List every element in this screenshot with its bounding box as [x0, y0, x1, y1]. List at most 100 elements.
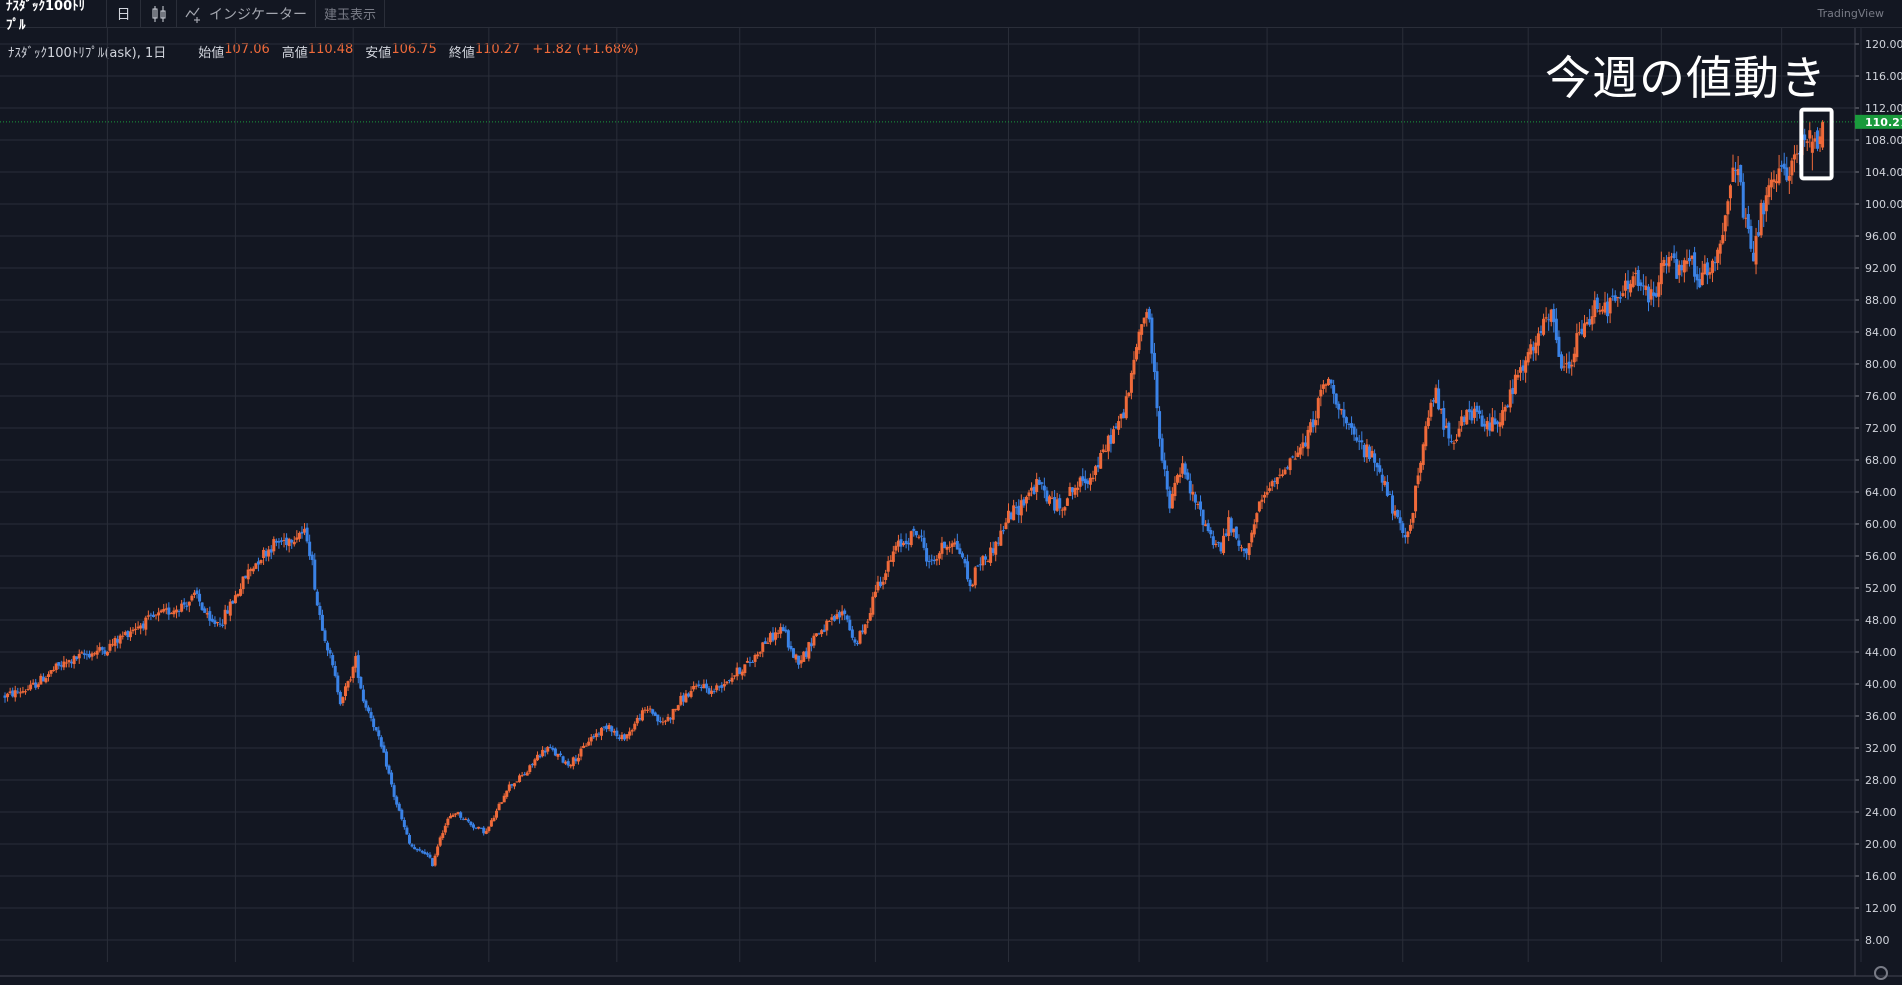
candle-body[interactable]: [530, 764, 534, 766]
candle-body[interactable]: [72, 656, 76, 665]
candle-body[interactable]: [1680, 265, 1684, 271]
candle-body[interactable]: [1662, 259, 1666, 267]
candle-body[interactable]: [1695, 274, 1699, 281]
candle-body[interactable]: [781, 627, 785, 632]
candle-body[interactable]: [1508, 389, 1512, 408]
candle-body[interactable]: [1088, 477, 1092, 485]
candle-body[interactable]: [884, 573, 888, 581]
candle-body[interactable]: [39, 675, 43, 685]
candle-body[interactable]: [674, 708, 678, 710]
candle-body[interactable]: [1821, 121, 1825, 148]
candle-body[interactable]: [402, 819, 406, 828]
candle-body[interactable]: [1485, 421, 1489, 430]
candle-body[interactable]: [553, 748, 557, 756]
candle-body[interactable]: [497, 803, 501, 811]
candle-body[interactable]: [1009, 512, 1013, 520]
candle-body[interactable]: [1178, 474, 1182, 478]
candle-body[interactable]: [1552, 308, 1556, 323]
candle-body[interactable]: [1534, 342, 1538, 354]
candle-body[interactable]: [1078, 477, 1082, 487]
candle-body[interactable]: [249, 569, 253, 571]
candle-body[interactable]: [1672, 253, 1676, 259]
candle-body[interactable]: [151, 614, 155, 618]
candle-body[interactable]: [1401, 523, 1405, 533]
candle-body[interactable]: [623, 734, 627, 740]
candle-body[interactable]: [612, 730, 616, 733]
candle-body[interactable]: [717, 686, 721, 688]
candle-body[interactable]: [369, 712, 373, 719]
candle-body[interactable]: [139, 625, 143, 629]
candle-body[interactable]: [1280, 474, 1284, 476]
candle-body[interactable]: [1022, 499, 1026, 506]
candle-body[interactable]: [605, 725, 609, 730]
candle-body[interactable]: [1201, 509, 1205, 526]
candle-body[interactable]: [1329, 379, 1333, 384]
candle-body[interactable]: [1419, 462, 1423, 473]
candle-body[interactable]: [1762, 202, 1766, 215]
candle-body[interactable]: [262, 549, 266, 558]
candle-body[interactable]: [1140, 324, 1144, 335]
candle-body[interactable]: [896, 540, 900, 547]
candle-body[interactable]: [666, 716, 670, 721]
candle-body[interactable]: [543, 750, 547, 753]
candle-body[interactable]: [907, 542, 911, 545]
candle-body[interactable]: [1042, 485, 1046, 491]
candle-body[interactable]: [725, 681, 729, 684]
candle-body[interactable]: [1544, 317, 1548, 319]
candle-body[interactable]: [180, 603, 184, 612]
candle-body[interactable]: [1050, 497, 1054, 499]
candle-body[interactable]: [277, 541, 281, 543]
candle-body[interactable]: [425, 853, 429, 855]
candle-body[interactable]: [451, 814, 455, 817]
candle-body[interactable]: [300, 531, 304, 534]
candle-body[interactable]: [175, 609, 179, 613]
candle-body[interactable]: [751, 661, 755, 663]
candle-body[interactable]: [1764, 195, 1768, 212]
candle-body[interactable]: [1542, 318, 1546, 335]
candle-body[interactable]: [909, 531, 913, 546]
candle-body[interactable]: [436, 846, 440, 856]
candle-body[interactable]: [684, 693, 688, 703]
candle-body[interactable]: [597, 733, 601, 735]
candle-body[interactable]: [1367, 446, 1371, 459]
candle-body[interactable]: [1606, 301, 1610, 317]
candle-body[interactable]: [466, 819, 470, 822]
candle-body[interactable]: [1736, 168, 1740, 176]
candle-body[interactable]: [1741, 181, 1745, 218]
candle-body[interactable]: [1421, 444, 1425, 465]
candle-body[interactable]: [523, 773, 527, 775]
candle-body[interactable]: [410, 844, 414, 847]
candle-body[interactable]: [1234, 526, 1238, 539]
candle-body[interactable]: [285, 537, 289, 546]
candle-body[interactable]: [387, 765, 391, 774]
candle-body[interactable]: [904, 540, 908, 545]
candle-body[interactable]: [584, 745, 588, 747]
candle-body[interactable]: [1239, 547, 1243, 549]
candle-body[interactable]: [753, 655, 757, 662]
candle-body[interactable]: [441, 833, 445, 838]
candle-body[interactable]: [331, 655, 335, 666]
candle-body[interactable]: [858, 631, 862, 644]
candle-body[interactable]: [210, 618, 214, 622]
candle-body[interactable]: [231, 600, 235, 604]
candle-body[interactable]: [661, 721, 665, 723]
candle-body[interactable]: [1135, 347, 1139, 360]
candle-body[interactable]: [418, 849, 422, 851]
candle-body[interactable]: [853, 639, 857, 643]
candle-body[interactable]: [825, 620, 829, 631]
candle-body[interactable]: [1503, 406, 1507, 412]
candle-body[interactable]: [1411, 512, 1415, 523]
candle-body[interactable]: [379, 737, 383, 747]
candle-body[interactable]: [1565, 363, 1569, 365]
candle-body[interactable]: [615, 730, 619, 737]
candle-body[interactable]: [758, 652, 762, 654]
candle-body[interactable]: [535, 754, 539, 761]
candle-body[interactable]: [1357, 440, 1361, 442]
candle-body[interactable]: [356, 655, 360, 678]
candle-body[interactable]: [44, 678, 48, 683]
candle-body[interactable]: [1227, 517, 1231, 537]
candle-body[interactable]: [843, 610, 847, 614]
candle-body[interactable]: [57, 662, 61, 666]
candle-body[interactable]: [41, 676, 45, 682]
candle-body[interactable]: [1769, 179, 1773, 188]
